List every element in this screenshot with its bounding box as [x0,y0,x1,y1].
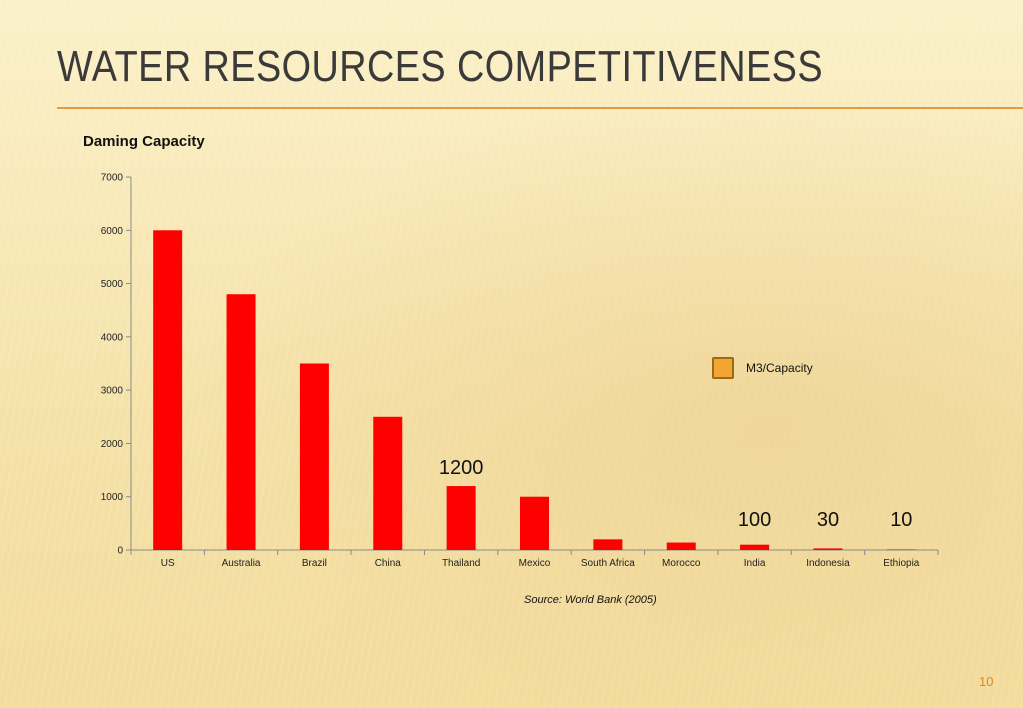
title-divider [57,107,1023,109]
y-tick-label: 6000 [101,226,124,237]
bar [593,539,623,550]
y-tick-label: 0 [117,546,123,557]
x-tick-label: Thailand [442,558,480,569]
x-tick-label: Morocco [662,558,701,569]
bar [153,230,183,551]
y-tick-label: 4000 [101,332,124,343]
slide-title: Water Resources Competitiveness [57,42,824,91]
data-label: 1200 [439,457,484,479]
y-tick-label: 2000 [101,439,124,450]
bar [886,549,916,550]
x-tick-label: Australia [222,558,261,569]
bar [373,416,403,550]
data-label: 30 [817,509,839,531]
y-tick-label: 3000 [101,386,124,397]
bar [813,548,843,550]
x-tick-label: China [375,558,402,569]
data-label: 100 [738,509,771,531]
x-tick-label: Mexico [519,558,551,569]
legend-swatch [712,357,734,379]
page-number: 10 [979,674,994,689]
data-label: 10 [890,509,912,531]
y-tick-label: 5000 [101,279,124,290]
x-tick-label: India [744,558,766,569]
source-note: Source: World Bank (2005) [524,594,657,606]
y-tick-label: 1000 [101,492,124,503]
y-tick-label: 7000 [101,173,124,184]
x-tick-label: Ethiopia [883,558,920,569]
chart-legend: M3/Capacity [712,357,813,379]
legend-label: M3/Capacity [746,361,813,375]
chart-title: Daming Capacity [83,133,205,150]
bar [740,544,770,550]
x-tick-label: Indonesia [806,558,850,569]
bar [666,542,696,550]
x-tick-label: Brazil [302,558,327,569]
bar [299,363,329,550]
bar [520,496,549,550]
bar [226,294,256,550]
bar [446,486,476,550]
x-tick-label: US [161,558,175,569]
x-tick-label: South Africa [581,558,635,569]
